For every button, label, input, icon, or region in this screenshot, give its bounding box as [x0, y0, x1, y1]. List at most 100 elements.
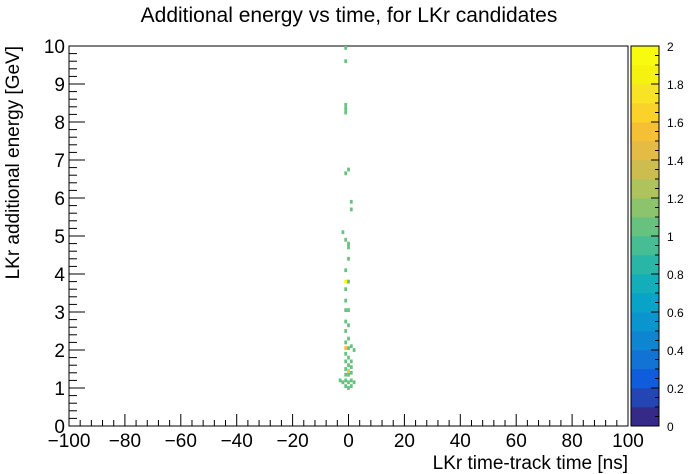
heatmap-cell [349, 359, 353, 364]
x-tick-label: 80 [562, 431, 583, 452]
heatmap-cell [347, 167, 350, 172]
heatmap-cell [347, 346, 350, 350]
x-tick-label: −40 [221, 431, 253, 452]
heatmap-cell [344, 359, 348, 364]
heatmap-cell [347, 279, 350, 284]
heatmap-cell [349, 384, 353, 388]
heatmap-cell [344, 171, 348, 176]
y-tick-label: 7 [54, 151, 65, 172]
x-tick-label: −20 [276, 431, 308, 452]
color-scale-segment [631, 293, 659, 313]
x-tick-label: 60 [506, 431, 527, 452]
x-tick-label: −100 [48, 431, 91, 452]
color-scale-segment [631, 407, 659, 427]
heatmap-cell [344, 351, 348, 356]
heatmap-cell [344, 287, 348, 292]
heatmap-cell [344, 384, 348, 388]
color-scale-label: 0.8 [667, 268, 684, 282]
heatmap-cell [349, 365, 353, 369]
heatmap-cell [344, 372, 348, 377]
color-scale-segment [631, 160, 659, 180]
heatmap-cell [347, 380, 350, 385]
heatmap-cell [344, 340, 348, 345]
chart-title: Additional energy vs time, for LKr candi… [141, 4, 558, 27]
color-scale-label: 1.2 [667, 192, 684, 206]
heatmap-cell [347, 363, 350, 368]
heatmap-cell [344, 319, 348, 324]
color-scale-labels: 0 0.2 0.4 0.6 0.8 1 1.2 1.4 1.6 1.8 2 [667, 40, 684, 434]
plot-frame [68, 45, 629, 427]
color-scale-segment [631, 179, 659, 199]
y-tick-label: 3 [54, 303, 65, 324]
x-tick-label: 100 [612, 431, 644, 452]
heatmap-cell [344, 237, 348, 242]
x-axis-tick-labels: −100 −80 −60 −40 −20 0 20 40 60 80 100 [48, 431, 644, 452]
color-scale-segment [631, 217, 659, 237]
y-tick-label: 2 [54, 341, 65, 362]
color-scale-label: 1.8 [667, 78, 684, 92]
y-tick-label: 0 [54, 417, 65, 438]
color-scale-bar [630, 45, 660, 427]
heatmap-cell [338, 378, 342, 383]
y-tick-label: 4 [54, 265, 65, 286]
x-axis-title: LKr time-track time [ns] [433, 453, 628, 474]
heatmap-cell [344, 329, 348, 333]
heatmap-cell [344, 298, 348, 303]
heatmap-cell [347, 245, 350, 250]
heatmap-cell [344, 268, 348, 273]
x-tick-label: 0 [343, 431, 354, 452]
color-scale-segment [631, 312, 659, 332]
color-scale-segment [631, 65, 659, 85]
heatmap-cell [344, 106, 348, 111]
heatmap-cell [347, 241, 350, 246]
x-tick-label: −60 [165, 431, 197, 452]
color-scale-segment [631, 122, 659, 142]
color-scale-segment [631, 388, 659, 408]
color-scale-segment [631, 274, 659, 294]
color-scale-segment [631, 369, 659, 389]
x-tick-label: 40 [450, 431, 471, 452]
heatmap-cell [341, 230, 345, 235]
color-scale-segment [631, 84, 659, 104]
heatmap-cells [338, 46, 356, 390]
color-scale-segment [631, 236, 659, 256]
color-scale-label: 0.4 [667, 344, 684, 358]
heatmap-cell [349, 199, 353, 204]
y-axis-title: LKr additional energy [GeV] [3, 46, 24, 279]
y-tick-label: 8 [54, 113, 65, 134]
y-tick-label: 10 [44, 37, 65, 58]
heatmap-cell [349, 344, 353, 349]
color-scale-segment [631, 46, 659, 66]
heatmap-cell [349, 378, 353, 383]
color-scale-label: 0.6 [667, 306, 684, 320]
heatmap-cell [347, 355, 350, 360]
heatmap-cell [349, 370, 353, 375]
heatmap-cell [347, 323, 350, 328]
color-scale-segment [631, 103, 659, 123]
color-scale-segment [631, 198, 659, 218]
color-scale-label: 1.6 [667, 116, 684, 130]
y-tick-label: 6 [54, 189, 65, 210]
heatmap-cell [344, 46, 348, 50]
color-scale-segment [631, 350, 659, 370]
color-scale-label: 0.2 [667, 382, 684, 396]
y-axis-ticks [69, 45, 85, 427]
heatmap-cell [347, 369, 350, 373]
y-tick-label: 5 [54, 227, 65, 248]
color-scale-label: 0 [667, 420, 674, 434]
y-axis-tick-labels: 0 1 2 3 4 5 6 7 8 9 10 [44, 37, 66, 438]
color-scale-label: 1 [667, 230, 674, 244]
heatmap-cell [344, 279, 348, 284]
heatmap-cell [344, 367, 348, 371]
y-tick-label: 1 [54, 379, 65, 400]
y-tick-label: 9 [54, 75, 65, 96]
heatmap-cell [352, 380, 356, 385]
heatmap-cell [344, 378, 348, 383]
color-scale-label: 1.4 [667, 154, 684, 168]
heatmap-cell [344, 346, 348, 350]
heatmap-cell [347, 256, 350, 261]
heatmap-cell [347, 308, 350, 312]
color-scale-segment [631, 331, 659, 351]
heatmap-cell [352, 348, 356, 352]
